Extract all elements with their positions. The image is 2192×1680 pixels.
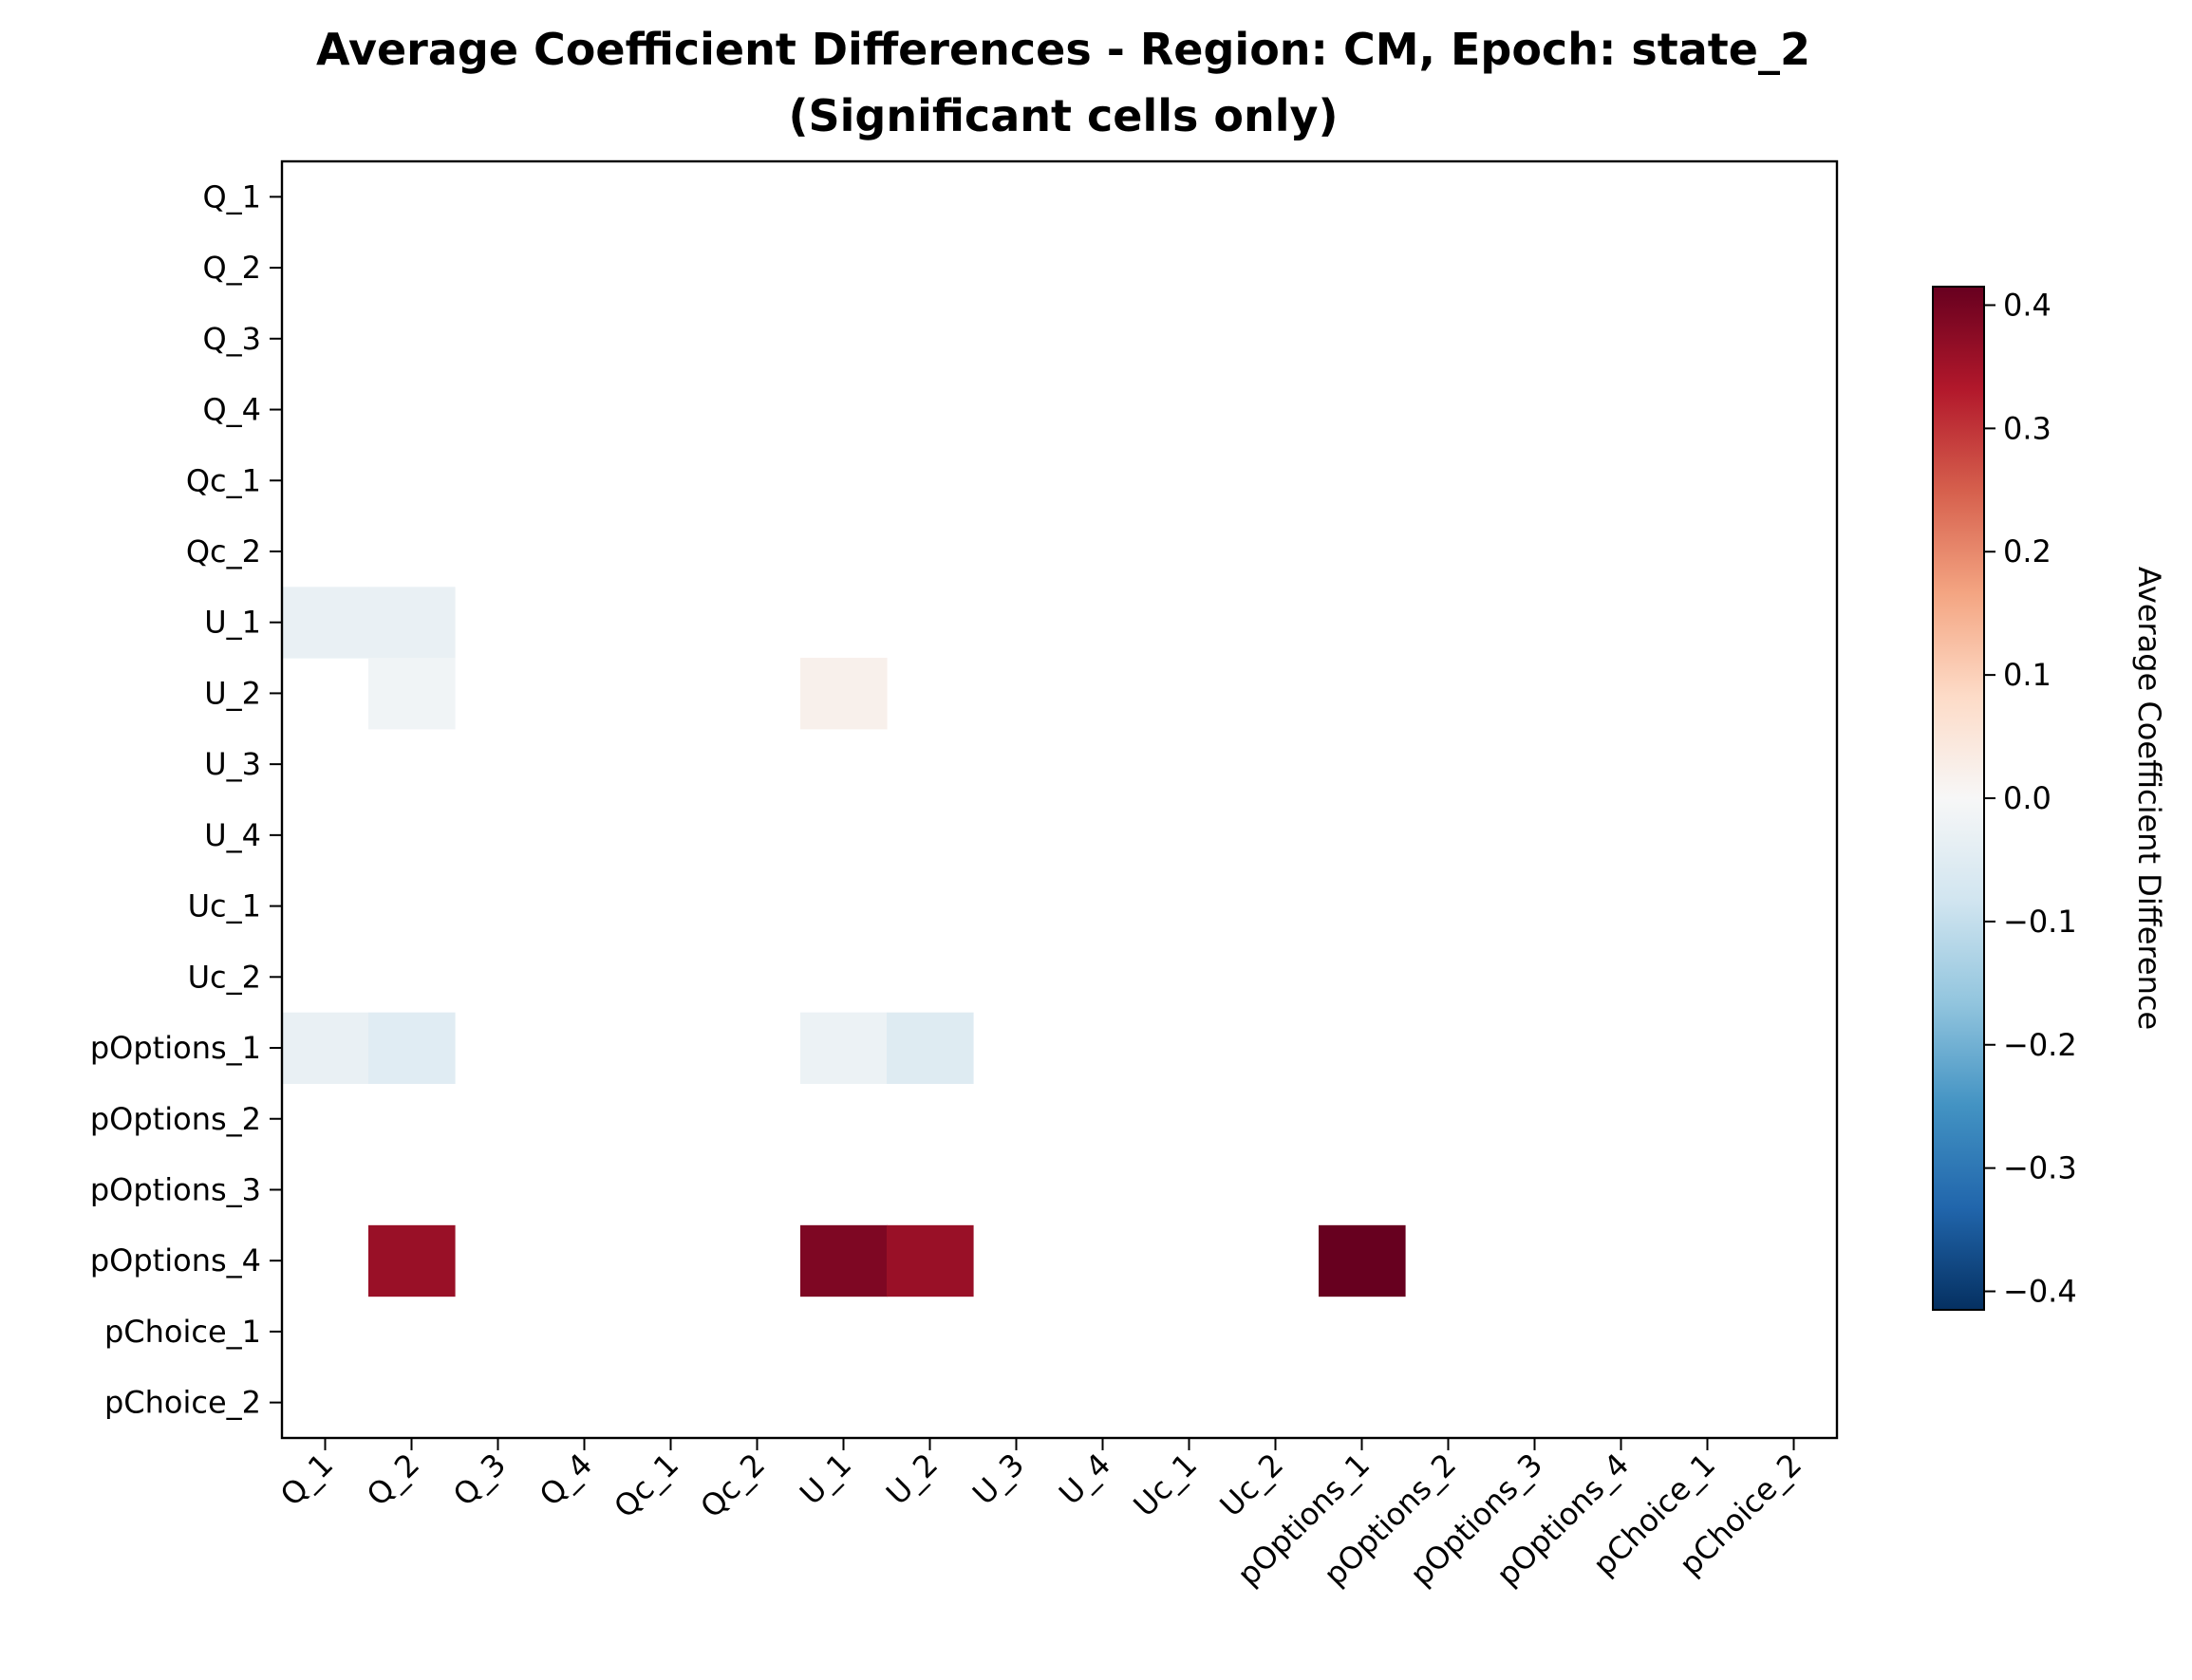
y-tick-label: Q_4 bbox=[202, 392, 261, 428]
heatmap-cell bbox=[368, 658, 456, 730]
y-tick-label: pOptions_1 bbox=[90, 1030, 261, 1066]
colorbar bbox=[1932, 286, 1985, 1311]
colorbar-label: Average Coefficient Difference bbox=[2131, 567, 2167, 1030]
y-tick-label: U_3 bbox=[204, 746, 261, 782]
heatmap-cell bbox=[887, 1224, 974, 1297]
plot-frame bbox=[280, 159, 1839, 1440]
colorbar-tick-label: −0.3 bbox=[2003, 1150, 2077, 1186]
colorbar-tick-label: −0.1 bbox=[2003, 904, 2077, 940]
heatmap-cell bbox=[800, 1224, 888, 1297]
y-tick-label: U_4 bbox=[204, 817, 261, 853]
heatmap-cell bbox=[282, 587, 369, 659]
y-tick-label: Qc_2 bbox=[186, 533, 261, 569]
y-tick-label: Q_3 bbox=[202, 321, 261, 357]
y-tick-label: pOptions_4 bbox=[90, 1242, 261, 1279]
y-tick-label: Uc_2 bbox=[188, 959, 261, 995]
colorbar-tick-label: 0.2 bbox=[2003, 533, 2051, 569]
heatmap-cell bbox=[368, 587, 456, 659]
y-tick-label: Q_2 bbox=[202, 250, 261, 286]
y-tick-label: pOptions_3 bbox=[90, 1171, 261, 1207]
y-tick-label: Q_1 bbox=[202, 178, 261, 215]
y-tick-label: U_1 bbox=[204, 605, 261, 641]
colorbar-tick-label: 0.1 bbox=[2003, 657, 2051, 693]
colorbar-tick-label: −0.4 bbox=[2003, 1274, 2077, 1310]
y-axis: Q_1 Q_2 Q_3 Q_4 Qc_1 Qc_2 U_1 U_2 U_3 U_4 Uc_1 Uc_2… bbox=[90, 178, 282, 1421]
y-tick-label: Qc_1 bbox=[186, 462, 261, 498]
y-tick-label: pChoice_1 bbox=[104, 1314, 261, 1350]
chart-subtitle: (Significant cells only) bbox=[788, 90, 1338, 141]
heatmap-cell bbox=[800, 658, 888, 730]
heatmap-cell bbox=[282, 1012, 369, 1084]
heatmap-cell bbox=[368, 1224, 456, 1297]
heatmap-cell bbox=[368, 1012, 456, 1084]
colorbar-tick-label: 0.3 bbox=[2003, 410, 2051, 446]
y-tick-label: pChoice_2 bbox=[104, 1385, 261, 1421]
y-tick-label: U_2 bbox=[204, 675, 261, 711]
heatmap-cells bbox=[282, 587, 1406, 1297]
colorbar-tick-label: 0.4 bbox=[2003, 287, 2051, 323]
colorbar-tick-label: 0.0 bbox=[2003, 780, 2051, 816]
y-tick-label: pOptions_2 bbox=[90, 1101, 261, 1137]
colorbar-ticks: 0.4 0.3 0.2 0.1 0.0 −0.1 −0.2 −0.3 −0.4 bbox=[1984, 287, 2077, 1310]
heatmap-cell bbox=[887, 1012, 974, 1084]
heatmap-cell bbox=[800, 1012, 888, 1084]
colorbar-tick-label: −0.2 bbox=[2003, 1027, 2077, 1063]
heatmap-cell bbox=[1319, 1224, 1406, 1297]
y-tick-label: Uc_1 bbox=[188, 888, 261, 924]
chart-title: Average Coefficient Differences - Region… bbox=[316, 24, 1810, 75]
